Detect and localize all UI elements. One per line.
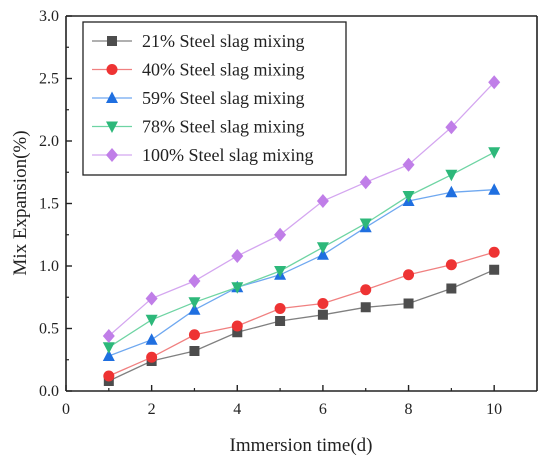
legend-marker xyxy=(106,121,118,133)
data-point xyxy=(188,274,201,288)
data-point xyxy=(189,346,200,356)
legend-label: 78% Steel slag mixing xyxy=(142,117,304,137)
data-point xyxy=(317,298,329,309)
data-point xyxy=(145,333,158,345)
data-point xyxy=(489,264,500,275)
data-point xyxy=(316,248,329,260)
series-line xyxy=(108,151,495,348)
x-tick-label: 2 xyxy=(148,401,156,418)
data-point xyxy=(445,169,458,182)
y-tick-label: 1.0 xyxy=(39,258,59,275)
data-point xyxy=(360,284,372,296)
legend-marker xyxy=(106,64,118,75)
data-point xyxy=(316,194,329,208)
legend-entry: 59% Steel slag mixing xyxy=(92,88,304,108)
data-point xyxy=(446,283,457,294)
data-point xyxy=(445,185,458,198)
data-point xyxy=(231,282,244,294)
data-point xyxy=(145,291,158,306)
series-2 xyxy=(103,246,500,382)
data-point xyxy=(445,120,458,135)
data-point xyxy=(360,302,371,313)
y-tick-label: 0.0 xyxy=(39,383,59,400)
legend-entry: 40% Steel slag mixing xyxy=(92,60,304,80)
legend-entry: 21% Steel slag mixing xyxy=(92,31,304,51)
x-axis-title: Immersion time(d) xyxy=(230,435,373,456)
data-point xyxy=(488,183,501,195)
legend-marker xyxy=(107,36,117,46)
data-point xyxy=(275,316,286,326)
data-point xyxy=(316,242,329,254)
series-4 xyxy=(102,147,501,354)
legend-label: 100% Steel slag mixing xyxy=(142,145,313,165)
y-tick-label: 2.5 xyxy=(39,71,59,88)
series-line xyxy=(108,251,495,377)
data-point xyxy=(145,314,158,327)
x-tick-label: 10 xyxy=(486,401,502,418)
data-point xyxy=(488,75,501,90)
data-point xyxy=(231,320,243,332)
data-point xyxy=(445,259,457,271)
series-5 xyxy=(102,75,501,343)
data-point xyxy=(403,298,414,309)
data-point xyxy=(403,269,415,281)
legend: 21% Steel slag mixing 40% Steel slag mixi… xyxy=(82,21,347,176)
y-axis-title: Mix Expansion(%) xyxy=(10,130,31,275)
data-point xyxy=(146,351,158,363)
y-tick-label: 1.5 xyxy=(39,196,59,213)
data-point xyxy=(188,303,201,315)
legend-marker xyxy=(106,148,118,162)
data-point xyxy=(232,327,243,338)
y-tick-label: 0.5 xyxy=(39,321,59,338)
data-point xyxy=(274,303,286,314)
series-line xyxy=(108,81,495,337)
x-tick-label: 6 xyxy=(319,401,327,418)
data-point xyxy=(102,329,115,343)
data-point xyxy=(102,349,115,361)
legend-label: 40% Steel slag mixing xyxy=(142,60,304,80)
legend-entry: 78% Steel slag mixing xyxy=(92,117,304,137)
series-layer xyxy=(102,75,501,386)
data-point xyxy=(188,329,200,341)
data-point xyxy=(488,147,501,159)
data-point xyxy=(274,227,287,242)
legend-label: 59% Steel slag mixing xyxy=(142,88,304,108)
data-point xyxy=(274,266,287,278)
data-point xyxy=(402,191,415,203)
x-tick-label: 8 xyxy=(405,401,413,418)
data-point xyxy=(102,342,115,354)
data-point xyxy=(359,218,372,230)
x-tick-label: 4 xyxy=(233,401,241,418)
y-tick-label: 3.0 xyxy=(39,8,59,25)
data-point xyxy=(103,370,115,382)
legend-marker xyxy=(106,91,118,103)
x-tick-label: 0 xyxy=(62,401,70,418)
series-line xyxy=(108,269,495,382)
data-point xyxy=(359,175,372,190)
ticks-layer: 0 2 4 6 8 10 0.0 0.5 1.0 1.5 2.0 2.5 3.0 xyxy=(39,8,502,418)
legend-label: 21% Steel slag mixing xyxy=(142,31,304,51)
data-point xyxy=(231,249,244,263)
y-tick-label: 2.0 xyxy=(39,133,59,150)
data-point xyxy=(317,309,328,320)
data-point xyxy=(402,157,415,172)
legend-entry: 100% Steel slag mixing xyxy=(92,145,313,165)
data-point xyxy=(488,246,500,258)
series-line xyxy=(108,189,495,357)
data-point xyxy=(188,297,201,309)
